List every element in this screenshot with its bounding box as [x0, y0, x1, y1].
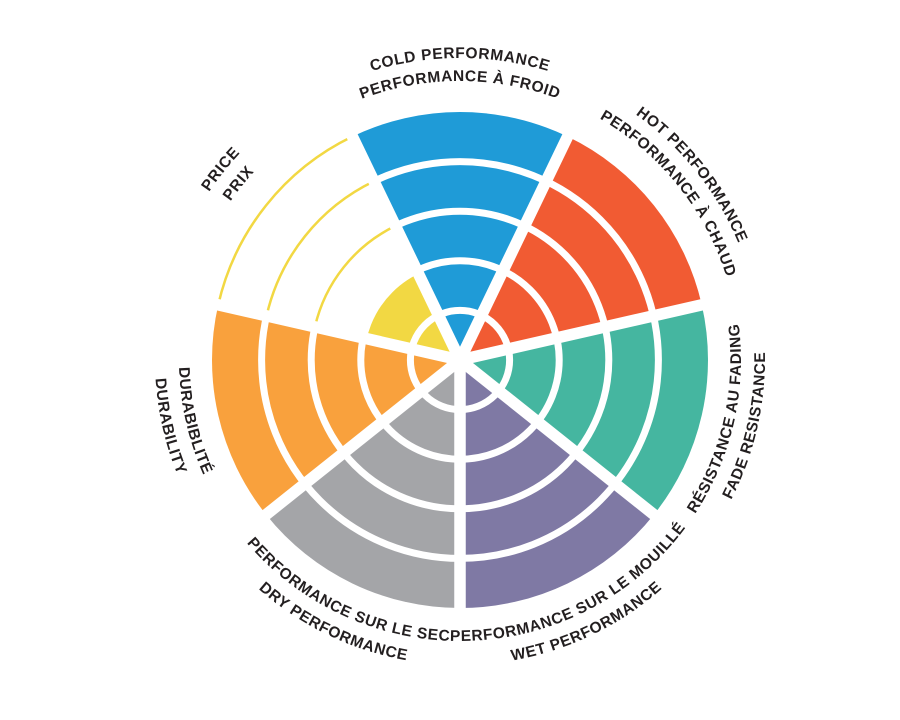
- cold-sector-wedge: [352, 112, 568, 361]
- price-unfilled-ring-arc: [265, 180, 375, 317]
- wet-sector-wedge: [460, 360, 654, 608]
- dry-sector-wedge: [266, 360, 460, 608]
- hot-sector-wedge: [460, 136, 702, 360]
- sector-gap-spoke: [454, 128, 576, 363]
- cold-label-fr-text: PERFORMANCE À FROID: [357, 68, 562, 103]
- sector-gap-spoke: [257, 355, 464, 523]
- price-unfilled-ring-arc: [216, 135, 353, 306]
- sector-gap-spoke: [344, 128, 466, 363]
- fade-sector-wedge: [460, 304, 708, 515]
- sector-gap-spoke: [458, 297, 709, 366]
- durability-sector-wedge: [211, 304, 460, 515]
- sector-gap-spoke: [211, 297, 462, 366]
- price-unfilled-ring-arc: [313, 224, 396, 328]
- cold-label-fr: PERFORMANCE À FROID: [357, 68, 562, 103]
- sector-gap-spoke: [456, 355, 663, 523]
